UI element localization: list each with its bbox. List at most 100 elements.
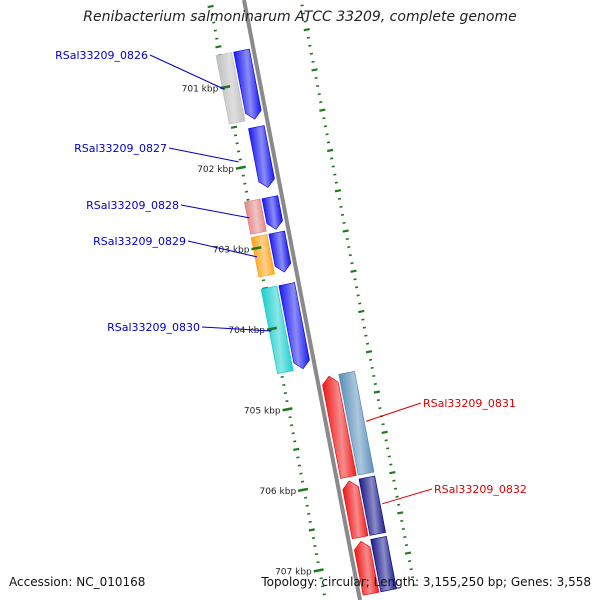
minor-tick [237,150,241,153]
minor-tick [303,20,307,23]
minor-tick [401,527,405,531]
minor-tick [308,44,312,47]
minor-tick [321,585,325,588]
gene-arrow-RSal33209_0830[interactable] [278,282,310,370]
cog-bar-RSal33209_0832 [358,475,386,536]
accession-text: Accession: NC_010168 [9,575,146,589]
gene-arrow-RSal33209_0832[interactable] [342,480,369,540]
gene-label-RSal33209_0830[interactable]: RSal33209_0830 [107,321,200,334]
minor-tick [300,4,304,7]
gene-arrow-next-gene[interactable] [354,540,380,596]
gene-arrow-RSal33209_0828[interactable] [261,195,283,230]
minor-tick [378,407,382,410]
minor-tick [392,479,396,482]
minor-tick [314,553,319,556]
minor-tick [291,432,295,435]
minor-tick [302,12,306,15]
minor-tick [404,551,412,555]
major-tick [266,326,278,331]
minor-tick [356,294,360,297]
minor-tick [337,197,342,200]
minor-tick [370,366,374,369]
minor-tick [319,101,323,104]
minor-tick [297,464,301,467]
scale-label: 704 kbp [228,326,265,336]
gene-label-RSal33209_0832[interactable]: RSal33209_0832 [434,483,527,496]
minor-tick [215,45,222,49]
gene-arrow-RSal33209_0827[interactable] [248,125,275,188]
minor-tick [362,326,367,329]
minor-tick [243,182,247,185]
minor-tick [353,278,357,281]
minor-tick [386,447,390,450]
minor-tick [319,108,326,112]
minor-tick [246,198,250,201]
minor-tick [299,472,303,475]
minor-tick [330,157,334,160]
gene-label-RSal33209_0831[interactable]: RSal33209_0831 [423,397,516,410]
minor-tick [340,213,345,216]
gene-label-RSal33209_0829[interactable]: RSal33209_0829 [93,235,186,248]
minor-tick [381,430,388,434]
minor-tick [376,399,381,402]
gene-label-RSal33209_0828[interactable]: RSal33209_0828 [86,199,179,212]
minor-tick [322,117,326,120]
minor-tick [235,142,239,145]
minor-tick [311,68,318,72]
minor-tick [364,334,368,337]
minor-tick [261,279,266,282]
minor-tick [306,36,310,39]
minor-tick [325,133,329,136]
minor-tick [348,254,352,257]
minor-tick [326,141,331,144]
minor-tick [283,391,287,395]
minor-tick [397,511,404,515]
minor-tick [350,269,357,273]
gene-arrow-RSal33209_0829[interactable] [268,230,292,273]
major-tick [313,568,324,573]
label-leader-line [382,488,433,505]
minor-tick [334,189,342,193]
minor-tick [244,190,249,193]
minor-tick [289,424,294,427]
minor-tick [384,439,388,442]
gene-track [233,48,380,596]
cog-color-track [215,52,397,593]
gene-arrow-RSal33209_0826[interactable] [233,48,262,120]
minor-tick [345,237,349,241]
minor-tick [393,487,398,490]
cog-bar-RSal33209_0830 [260,285,294,375]
minor-tick [389,470,396,475]
minor-tick [409,568,413,571]
minor-tick [303,496,308,499]
gene-arrow-RSal33209_0831[interactable] [322,375,357,479]
minor-tick [210,13,214,16]
gene-label-RSal33209_0826[interactable]: RSal33209_0826 [55,49,148,62]
minor-tick [358,309,365,314]
label-leader-line [149,54,225,90]
minor-ticks-outer [300,4,416,587]
label-leader-line [366,402,422,422]
minor-tick [333,173,337,176]
scale-label: 707 kbp [275,568,312,578]
minor-tick [303,27,310,32]
major-tick [235,165,246,170]
minor-tick [230,125,238,129]
gene-label-RSal33209_0827[interactable]: RSal33209_0827 [74,142,167,155]
cog-bar-RSal33209_0831 [338,370,375,476]
minor-tick [373,382,377,386]
major-tick [251,246,262,251]
minor-tick [354,286,359,289]
minor-tick [311,60,315,63]
minor-tick [411,576,415,579]
major-tick [282,407,293,412]
minor-tick [395,495,399,498]
minor-tick [233,134,238,137]
minor-tick [296,456,300,459]
scale-label: 705 kbp [244,407,281,417]
minor-tick [350,262,354,265]
minor-tick [280,375,284,378]
label-leader-line [201,326,272,332]
minor-tick [300,480,305,483]
